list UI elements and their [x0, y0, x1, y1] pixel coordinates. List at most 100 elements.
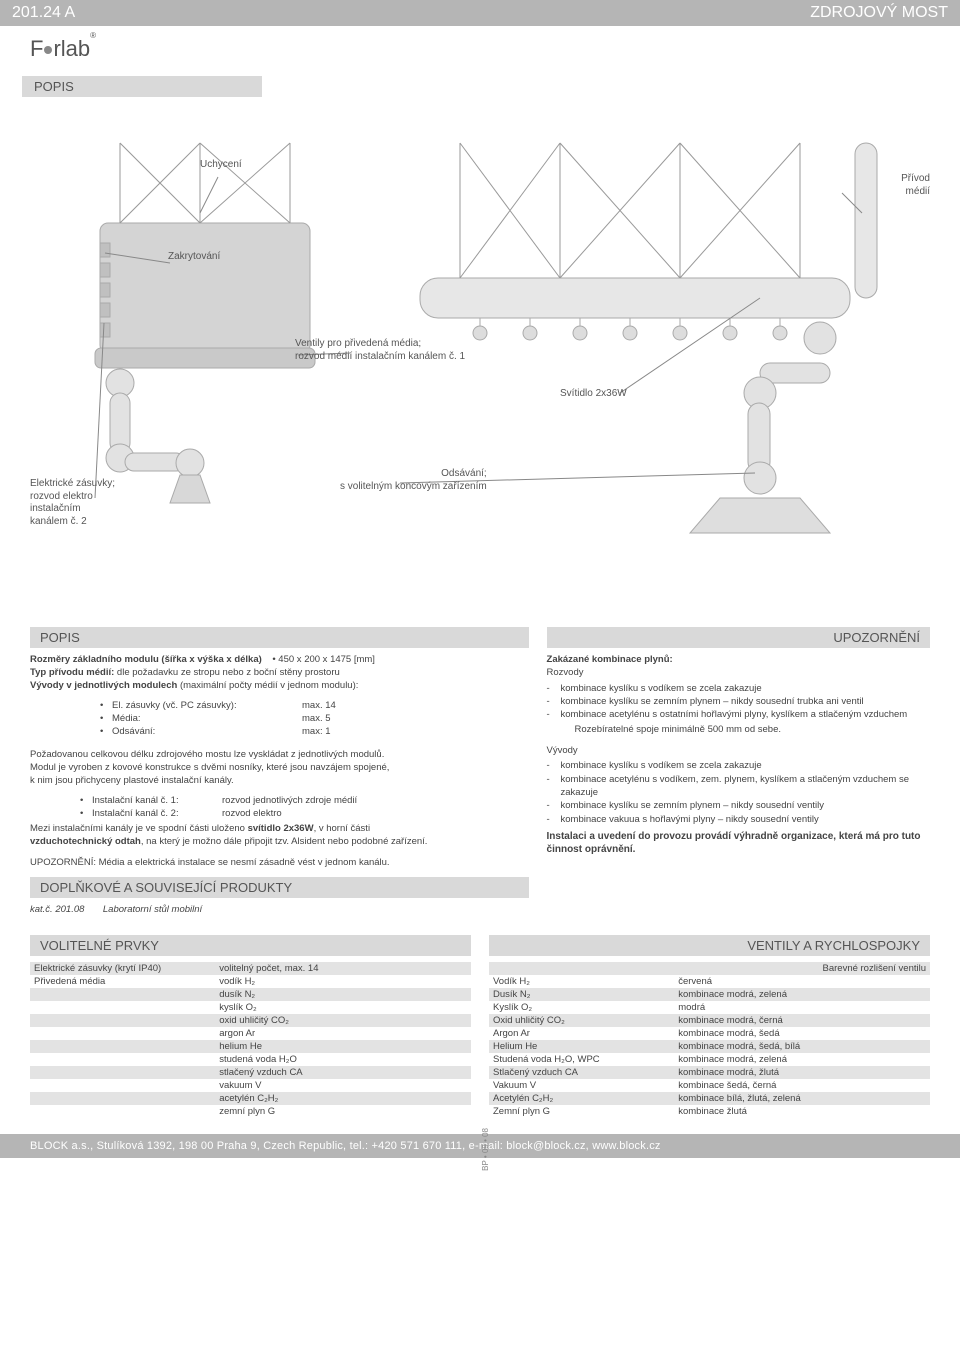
p2l1: Požadovanou celkovou délku zdrojového mo… [30, 749, 384, 760]
list-item: -kombinace vakuua s hořlavými plyny – ni… [547, 813, 930, 826]
opt-value: argon Ar [215, 1027, 471, 1040]
opt-value: vodík H₂ [215, 975, 471, 988]
subheader-doplnkove: DOPLŇKOVÉ A SOUVISEJÍCÍ PRODUKTY [30, 877, 529, 898]
ventily-color: kombinace šedá, černá [674, 1079, 930, 1092]
ventily-color: modrá [674, 1001, 930, 1014]
zakazane-heading: Zakázané kombinace plynů: [547, 654, 930, 665]
kanal-list: •Instalační kanál č. 1:rozvod jednotlivý… [30, 795, 529, 821]
kanal-row-value: rozvod elektro [222, 808, 282, 821]
list-item-text: kombinace acetylénu s ostatními hořlavým… [561, 708, 930, 721]
ventily-name: Stlačený vzduch CA [489, 1066, 674, 1079]
logo-reg: ® [90, 31, 96, 40]
kanal-row: •Instalační kanál č. 1:rozvod jednotlivý… [80, 795, 529, 808]
logo-row: Frlab® [0, 34, 960, 72]
table-row: Vodík H₂červená [489, 975, 930, 988]
ventily-col-header: Barevné rozlišení ventilu [674, 962, 930, 975]
list-item: -kombinace kyslíku se zemním plynem – ni… [547, 799, 930, 812]
kanal-row-label: Instalační kanál č. 2: [92, 808, 222, 821]
opt-table: Elektrické zásuvky (krytí IP40) voliteln… [30, 962, 471, 1118]
table-row: zemní plyn G [30, 1105, 471, 1118]
opt-value: volitelný počet, max. 14 [215, 962, 471, 975]
table-row: Helium Hekombinace modrá, šedá, bílá [489, 1040, 930, 1053]
diagram-area: Uchycení Přívod médií Zakrytování Ventil… [0, 103, 960, 623]
callout-ventily: Ventily pro přivedená média; rozvod médi… [295, 338, 465, 363]
p3l1c: , v horní části [314, 823, 371, 834]
subheader-popis: POPIS [30, 627, 529, 648]
table-row: argon Ar [30, 1027, 471, 1040]
list-item: -kombinace kyslíku s vodíkem se zcela za… [547, 682, 930, 695]
vyvody-row-label: Odsávání: [112, 726, 302, 739]
rozvody-heading: Rozvody [547, 667, 930, 680]
opt-label: Elektrické zásuvky (krytí IP40) [30, 962, 215, 975]
header-code: 201.24 A [12, 4, 75, 22]
opt-value: stlačený vzduch CA [215, 1066, 471, 1079]
table-row: Přivedená médiavodík H₂ [30, 975, 471, 988]
typ-privodu-value: dle požadavku ze stropu nebo z boční stě… [117, 667, 340, 678]
vyvody-row: •Média:max. 5 [100, 713, 529, 726]
table-row: Acetylén C₂H₂kombinace bílá, žlutá, zele… [489, 1092, 930, 1105]
vyvody-row-value: max: 1 [302, 726, 331, 739]
subheader-ventily: VENTILY A RYCHLOSPOJKY [489, 935, 930, 956]
callout-odsavani: Odsávání; s volitelným koncovým zařízení… [340, 468, 487, 493]
table-row: Kyslík O₂modrá [489, 1001, 930, 1014]
popis-para3: Mezi instalačními kanály je ve spodní čá… [30, 823, 529, 849]
opt-value: studená voda H₂O [215, 1053, 471, 1066]
list-item: -kombinace acetylénu s ostatními hořlavý… [547, 708, 930, 721]
vyvody-row: •Odsávání:max: 1 [100, 726, 529, 739]
table-row: Elektrické zásuvky (krytí IP40) voliteln… [30, 962, 471, 975]
typ-privodu-label: Typ přívodu médií: [30, 667, 114, 678]
callout-zakrytovani: Zakrytování [168, 251, 220, 264]
table-row: Vakuum Vkombinace šedá, černá [489, 1079, 930, 1092]
vyvody-row-label: Média: [112, 713, 302, 726]
ventily-color: červená [674, 975, 930, 988]
kanal-row-label: Instalační kanál č. 1: [92, 795, 222, 808]
opt-value: kyslík O₂ [215, 1001, 471, 1014]
table-row: Stlačený vzduch CAkombinace modrá, žlutá [489, 1066, 930, 1079]
table-row: stlačený vzduch CA [30, 1066, 471, 1079]
table-row: helium He [30, 1040, 471, 1053]
table-row: Dusík N₂kombinace modrá, zelená [489, 988, 930, 1001]
ventily-name: Zemní plyn G [489, 1105, 674, 1118]
side-print-code: BP • 09 • 08 [481, 1128, 490, 1171]
list-item: -kombinace kyslíku se zemním plynem – ni… [547, 695, 930, 708]
kanal-row: •Instalační kanál č. 2:rozvod elektro [80, 808, 529, 821]
opt-value: dusík N₂ [215, 988, 471, 1001]
rozvody-footer: Rozebíratelné spoje minimálně 500 mm od … [547, 724, 930, 737]
list-item-text: kombinace kyslíku s vodíkem se zcela zak… [561, 759, 930, 772]
vyvody-label: Vývody v jednotlivých modulech [30, 680, 177, 691]
dims-label: Rozměry základního modulu (šířka x výška… [30, 654, 262, 665]
ventily-name: Vodík H₂ [489, 975, 674, 988]
upozorneni-inline: UPOZORNĚNÍ: Média a elektrická instalace… [30, 857, 529, 870]
table-row: acetylén C₂H₂ [30, 1092, 471, 1105]
ventily-name: Studená voda H₂O, WPC [489, 1053, 674, 1066]
top-header-bar: 201.24 A ZDROJOVÝ MOST [0, 0, 960, 26]
logo: Frlab® [30, 36, 96, 62]
table-row: studená voda H₂O [30, 1053, 471, 1066]
callout-uchyceni: Uchycení [200, 159, 242, 172]
table-row: Studená voda H₂O, WPCkombinace modrá, ze… [489, 1053, 930, 1066]
vyvody-list-right: -kombinace kyslíku s vodíkem se zcela za… [547, 759, 930, 825]
kat-c-label: kat.č. 201.08 [30, 904, 84, 915]
vyvody-row: •El. zásuvky (vč. PC zásuvky):max. 14 [100, 700, 529, 713]
p3l2b: , na který je možno dále připojit tzv. A… [141, 836, 428, 847]
logo-dot-icon [44, 46, 52, 54]
ventily-table: Barevné rozlišení ventilu Vodík H₂červen… [489, 962, 930, 1118]
p2l3: k nim jsou přichyceny plastové instalačn… [30, 775, 234, 786]
ventily-color: kombinace modrá, žlutá [674, 1066, 930, 1079]
bottom-tables: VOLITELNÉ PRVKY Elektrické zásuvky (kryt… [0, 935, 960, 1128]
col-left: POPIS Rozměry základního modulu (šířka x… [30, 627, 529, 925]
vyvody-row-value: max. 5 [302, 713, 331, 726]
table-row: Argon Arkombinace modrá, šedá [489, 1027, 930, 1040]
callout-privod-medii: Přívod médií [901, 173, 930, 198]
popis-body: Rozměry základního modulu (šířka x výška… [30, 654, 529, 692]
col-ventily: VENTILY A RYCHLOSPOJKY Barevné rozlišení… [489, 935, 930, 1118]
ventily-color: kombinace žlutá [674, 1105, 930, 1118]
kat-c-value: Laboratorní stůl mobilní [103, 904, 202, 915]
opt-value: oxid uhličitý CO₂ [215, 1014, 471, 1027]
opt-value: acetylén C₂H₂ [215, 1092, 471, 1105]
callout-svitidlo: Svítidlo 2x36W [560, 388, 627, 401]
ventily-name: Vakuum V [489, 1079, 674, 1092]
vyvody-row-value: max. 14 [302, 700, 336, 713]
list-item: -kombinace acetylénu s vodíkem, zem. ply… [547, 773, 930, 800]
popis-para2: Požadovanou celkovou délku zdrojového mo… [30, 749, 529, 787]
